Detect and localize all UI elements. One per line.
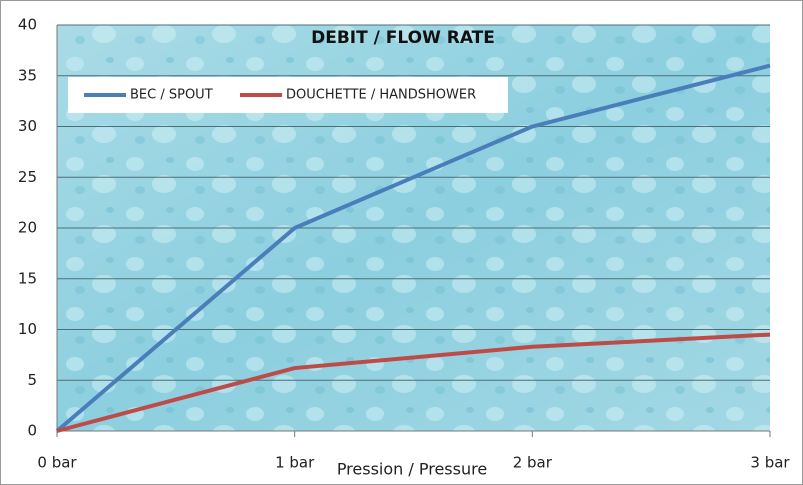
x-tick-label: 1 bar [275,454,315,472]
x-tick-label: 0 bar [37,454,77,472]
y-tick-label: 15 [18,269,37,287]
y-tick-label: 5 [27,371,37,389]
y-tick-label: 10 [18,320,37,338]
legend-label: BEC / SPOUT [130,88,213,103]
x-tick-label: 2 bar [513,454,553,472]
y-tick-label: 25 [18,168,37,186]
y-tick-label: 20 [18,219,37,237]
y-tick-label: 0 [27,422,37,440]
y-tick-label: 35 [18,66,37,84]
chart: DEBIT / FLOW RATE Pression / Pressure 0 5… [0,0,803,485]
legend-label: DOUCHETTE / HANDSHOWER [286,88,476,103]
x-axis-label: Pression / Pressure [337,460,487,479]
x-tick-label: 3 bar [750,454,790,472]
y-tick-label: 40 [18,16,37,34]
chart-title: DEBIT / FLOW RATE [311,28,495,48]
y-tick-label: 30 [18,117,37,135]
